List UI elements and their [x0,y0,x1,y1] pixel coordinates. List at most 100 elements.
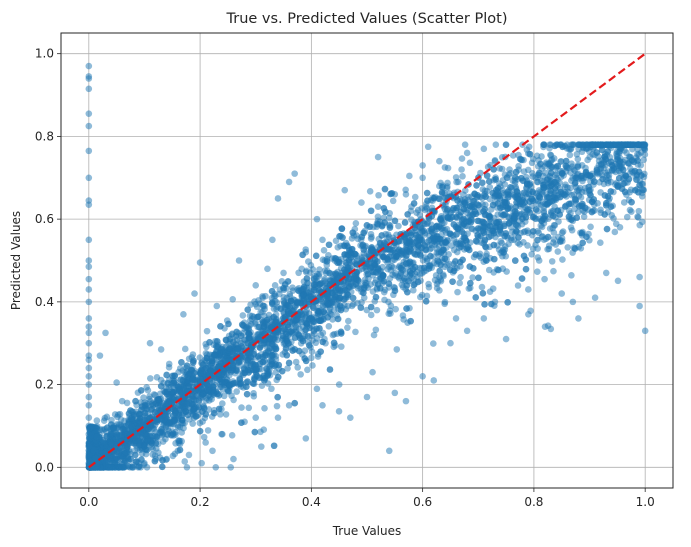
data-point [228,432,236,439]
data-point [529,170,536,177]
data-point [635,189,642,196]
data-point [146,375,154,382]
data-point [580,213,588,220]
data-point [469,274,476,281]
data-point [492,176,499,183]
data-point [521,189,528,196]
data-point [467,279,474,287]
data-point [522,265,530,273]
data-point [482,243,489,251]
data-point [450,204,457,212]
data-point [291,399,299,407]
data-point [436,267,443,275]
data-point [332,270,339,278]
data-point [169,405,177,413]
data-point [528,159,536,167]
data-point [441,298,449,306]
data-point [257,428,264,436]
data-point [568,216,575,223]
data-point [284,278,292,285]
data-point [196,354,204,361]
data-point [474,217,482,225]
data-point [411,193,419,201]
data-point [274,328,282,336]
data-point [473,182,480,189]
data-point [268,287,276,295]
data-point [424,197,431,204]
data-point [574,163,582,170]
data-point [404,288,411,296]
data-point [319,338,326,346]
data-point [317,348,324,355]
data-point [108,454,116,462]
data-point [500,249,508,256]
data-point [492,192,499,200]
data-point [474,231,481,239]
data-point [631,167,639,175]
data-point [230,396,237,404]
data-point [283,351,291,359]
data-point [587,223,594,231]
data-point [529,228,537,235]
data-point [528,250,535,258]
data-point [143,384,150,391]
data-point [505,240,512,248]
data-point [407,231,415,239]
data-point [360,294,368,302]
data-point [259,294,267,302]
data-point [336,302,344,310]
data-point [444,205,451,213]
data-point [603,225,611,233]
data-point [374,213,382,221]
data-point [100,417,108,424]
data-point [548,258,556,265]
data-point [496,226,504,234]
data-point [475,201,482,209]
data-point [469,265,477,272]
data-point [532,206,540,213]
data-point [220,371,228,379]
data-point [266,335,274,342]
data-point [370,259,378,267]
data-point [349,229,357,236]
data-point [465,193,472,201]
data-point [312,339,320,347]
data-point [453,178,460,186]
data-point [537,160,544,168]
data-point [273,402,281,410]
data-point [550,267,557,275]
data-point [407,245,414,253]
data-point [507,183,514,191]
data-point [394,273,402,281]
data-point [253,331,261,338]
data-point [306,315,314,322]
data-point [314,310,322,317]
data-point [480,219,488,227]
data-point [116,410,124,418]
data-point [314,353,322,360]
data-point [237,332,245,340]
data-point [277,305,284,313]
data-point [238,404,245,411]
data-point [512,168,520,176]
data-point [370,331,378,339]
data-point [241,369,249,377]
data-point [599,175,606,183]
data-point [581,204,589,212]
data-point [635,207,643,215]
data-point [534,254,542,261]
data-point [469,211,477,218]
data-point [308,348,316,355]
data-point [326,269,333,277]
data-point [93,417,101,424]
data-point [243,390,251,398]
data-point [401,219,409,226]
data-point [472,251,479,258]
data-point [344,302,352,310]
data-point [434,257,441,264]
data-point [568,160,575,167]
data-point [247,353,254,361]
data-point [543,176,551,184]
data-point [486,222,494,229]
data-point [196,427,204,435]
